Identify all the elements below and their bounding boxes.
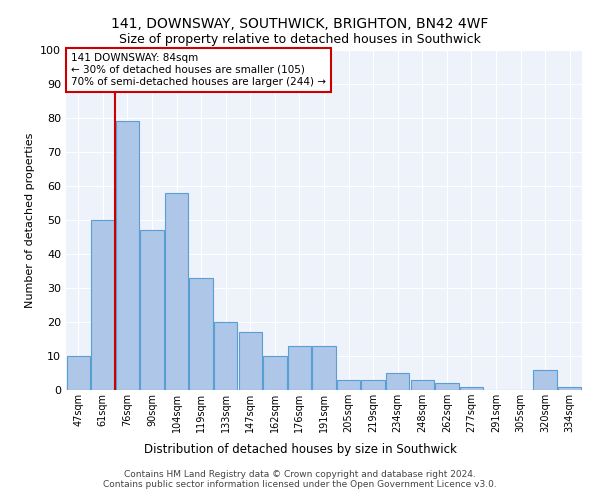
Bar (140, 230, 164, 390)
Bar (116, 122, 139, 390)
Text: Size of property relative to detached houses in Southwick: Size of property relative to detached ho… (119, 32, 481, 46)
Bar (263, 356, 287, 390)
Text: 141 DOWNSWAY: 84sqm
← 30% of detached houses are smaller (105)
70% of semi-detac: 141 DOWNSWAY: 84sqm ← 30% of detached ho… (71, 54, 326, 86)
Bar (410, 380, 434, 390)
Bar (460, 386, 483, 390)
Text: Distribution of detached houses by size in Southwick: Distribution of detached houses by size … (143, 442, 457, 456)
Bar (288, 346, 311, 390)
Bar (91, 220, 115, 390)
Bar (435, 383, 458, 390)
Bar (165, 193, 188, 390)
Y-axis label: Number of detached properties: Number of detached properties (25, 132, 35, 308)
Bar (190, 278, 213, 390)
Bar (214, 322, 238, 390)
Text: 141, DOWNSWAY, SOUTHWICK, BRIGHTON, BN42 4WF: 141, DOWNSWAY, SOUTHWICK, BRIGHTON, BN42… (112, 18, 488, 32)
Bar (533, 370, 557, 390)
Text: Contains HM Land Registry data © Crown copyright and database right 2024.
Contai: Contains HM Land Registry data © Crown c… (103, 470, 497, 489)
Bar (67, 356, 90, 390)
Bar (386, 373, 409, 390)
Bar (558, 386, 581, 390)
Bar (239, 332, 262, 390)
Bar (313, 346, 335, 390)
Bar (337, 380, 360, 390)
Bar (361, 380, 385, 390)
